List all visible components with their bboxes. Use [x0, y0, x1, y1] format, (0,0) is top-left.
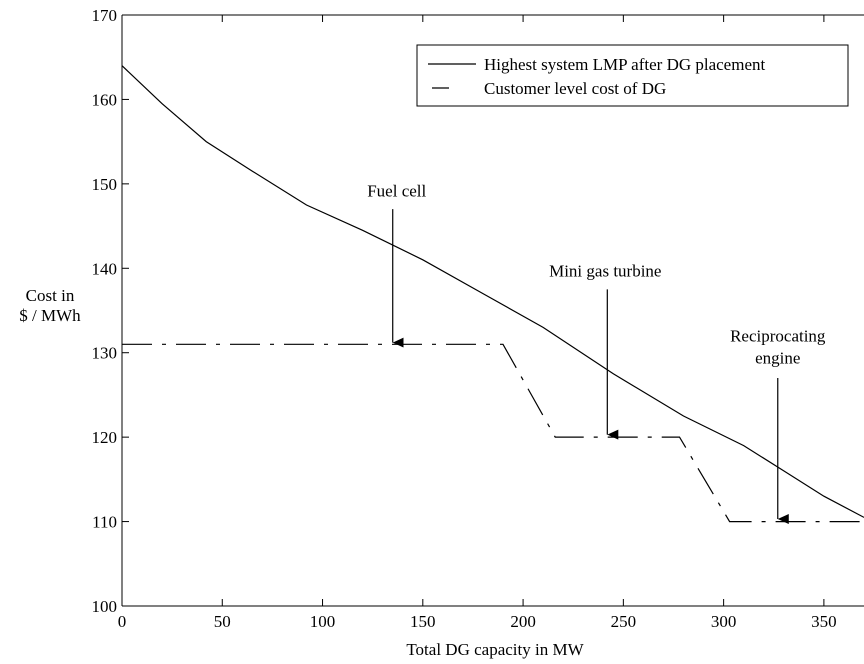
- annotation-label: engine: [755, 349, 800, 368]
- y-tick-label: 100: [92, 597, 118, 616]
- y-tick-label: 160: [92, 90, 118, 109]
- x-tick-label: 50: [214, 612, 231, 631]
- x-axis-title: Total DG capacity in MW: [406, 640, 584, 659]
- series-line-0: [121, 65, 864, 518]
- y-tick-label: 110: [92, 513, 117, 532]
- y-tick-label: 170: [92, 6, 118, 25]
- y-tick-label: 150: [92, 175, 118, 194]
- x-tick-label: 350: [811, 612, 837, 631]
- x-tick-label: 0: [118, 612, 127, 631]
- x-tick-label: 250: [611, 612, 637, 631]
- series-group: [121, 65, 864, 523]
- legend-label: Highest system LMP after DG placement: [484, 55, 765, 74]
- x-tick-label: 300: [711, 612, 737, 631]
- legend: Highest system LMP after DG placement Cus…: [416, 44, 849, 107]
- legend-label: Customer level cost of DG: [484, 79, 666, 98]
- y-tick-label: 140: [92, 259, 118, 278]
- series-line-1: [122, 343, 864, 523]
- annotation-label: Reciprocating: [730, 327, 826, 346]
- y-tick-label: 130: [92, 344, 118, 363]
- x-tick-label: 150: [410, 612, 436, 631]
- x-tick-label: 200: [510, 612, 536, 631]
- annotation-label: Mini gas turbine: [549, 262, 661, 281]
- y-axis-title-line: Cost in: [26, 286, 75, 305]
- axes: 0 50 100 150 200 250 300 350 100 110 120 130 140 150 1…: [19, 6, 864, 659]
- x-tick-label: 100: [310, 612, 336, 631]
- annotation-label: Fuel cell: [367, 182, 426, 201]
- legend-box: [416, 44, 849, 107]
- y-axis-title-line: $ / MWh: [19, 306, 81, 325]
- y-tick-label: 120: [92, 428, 118, 447]
- annotations-group: Fuel cell Mini gas turbine Reciprocating en…: [367, 182, 826, 525]
